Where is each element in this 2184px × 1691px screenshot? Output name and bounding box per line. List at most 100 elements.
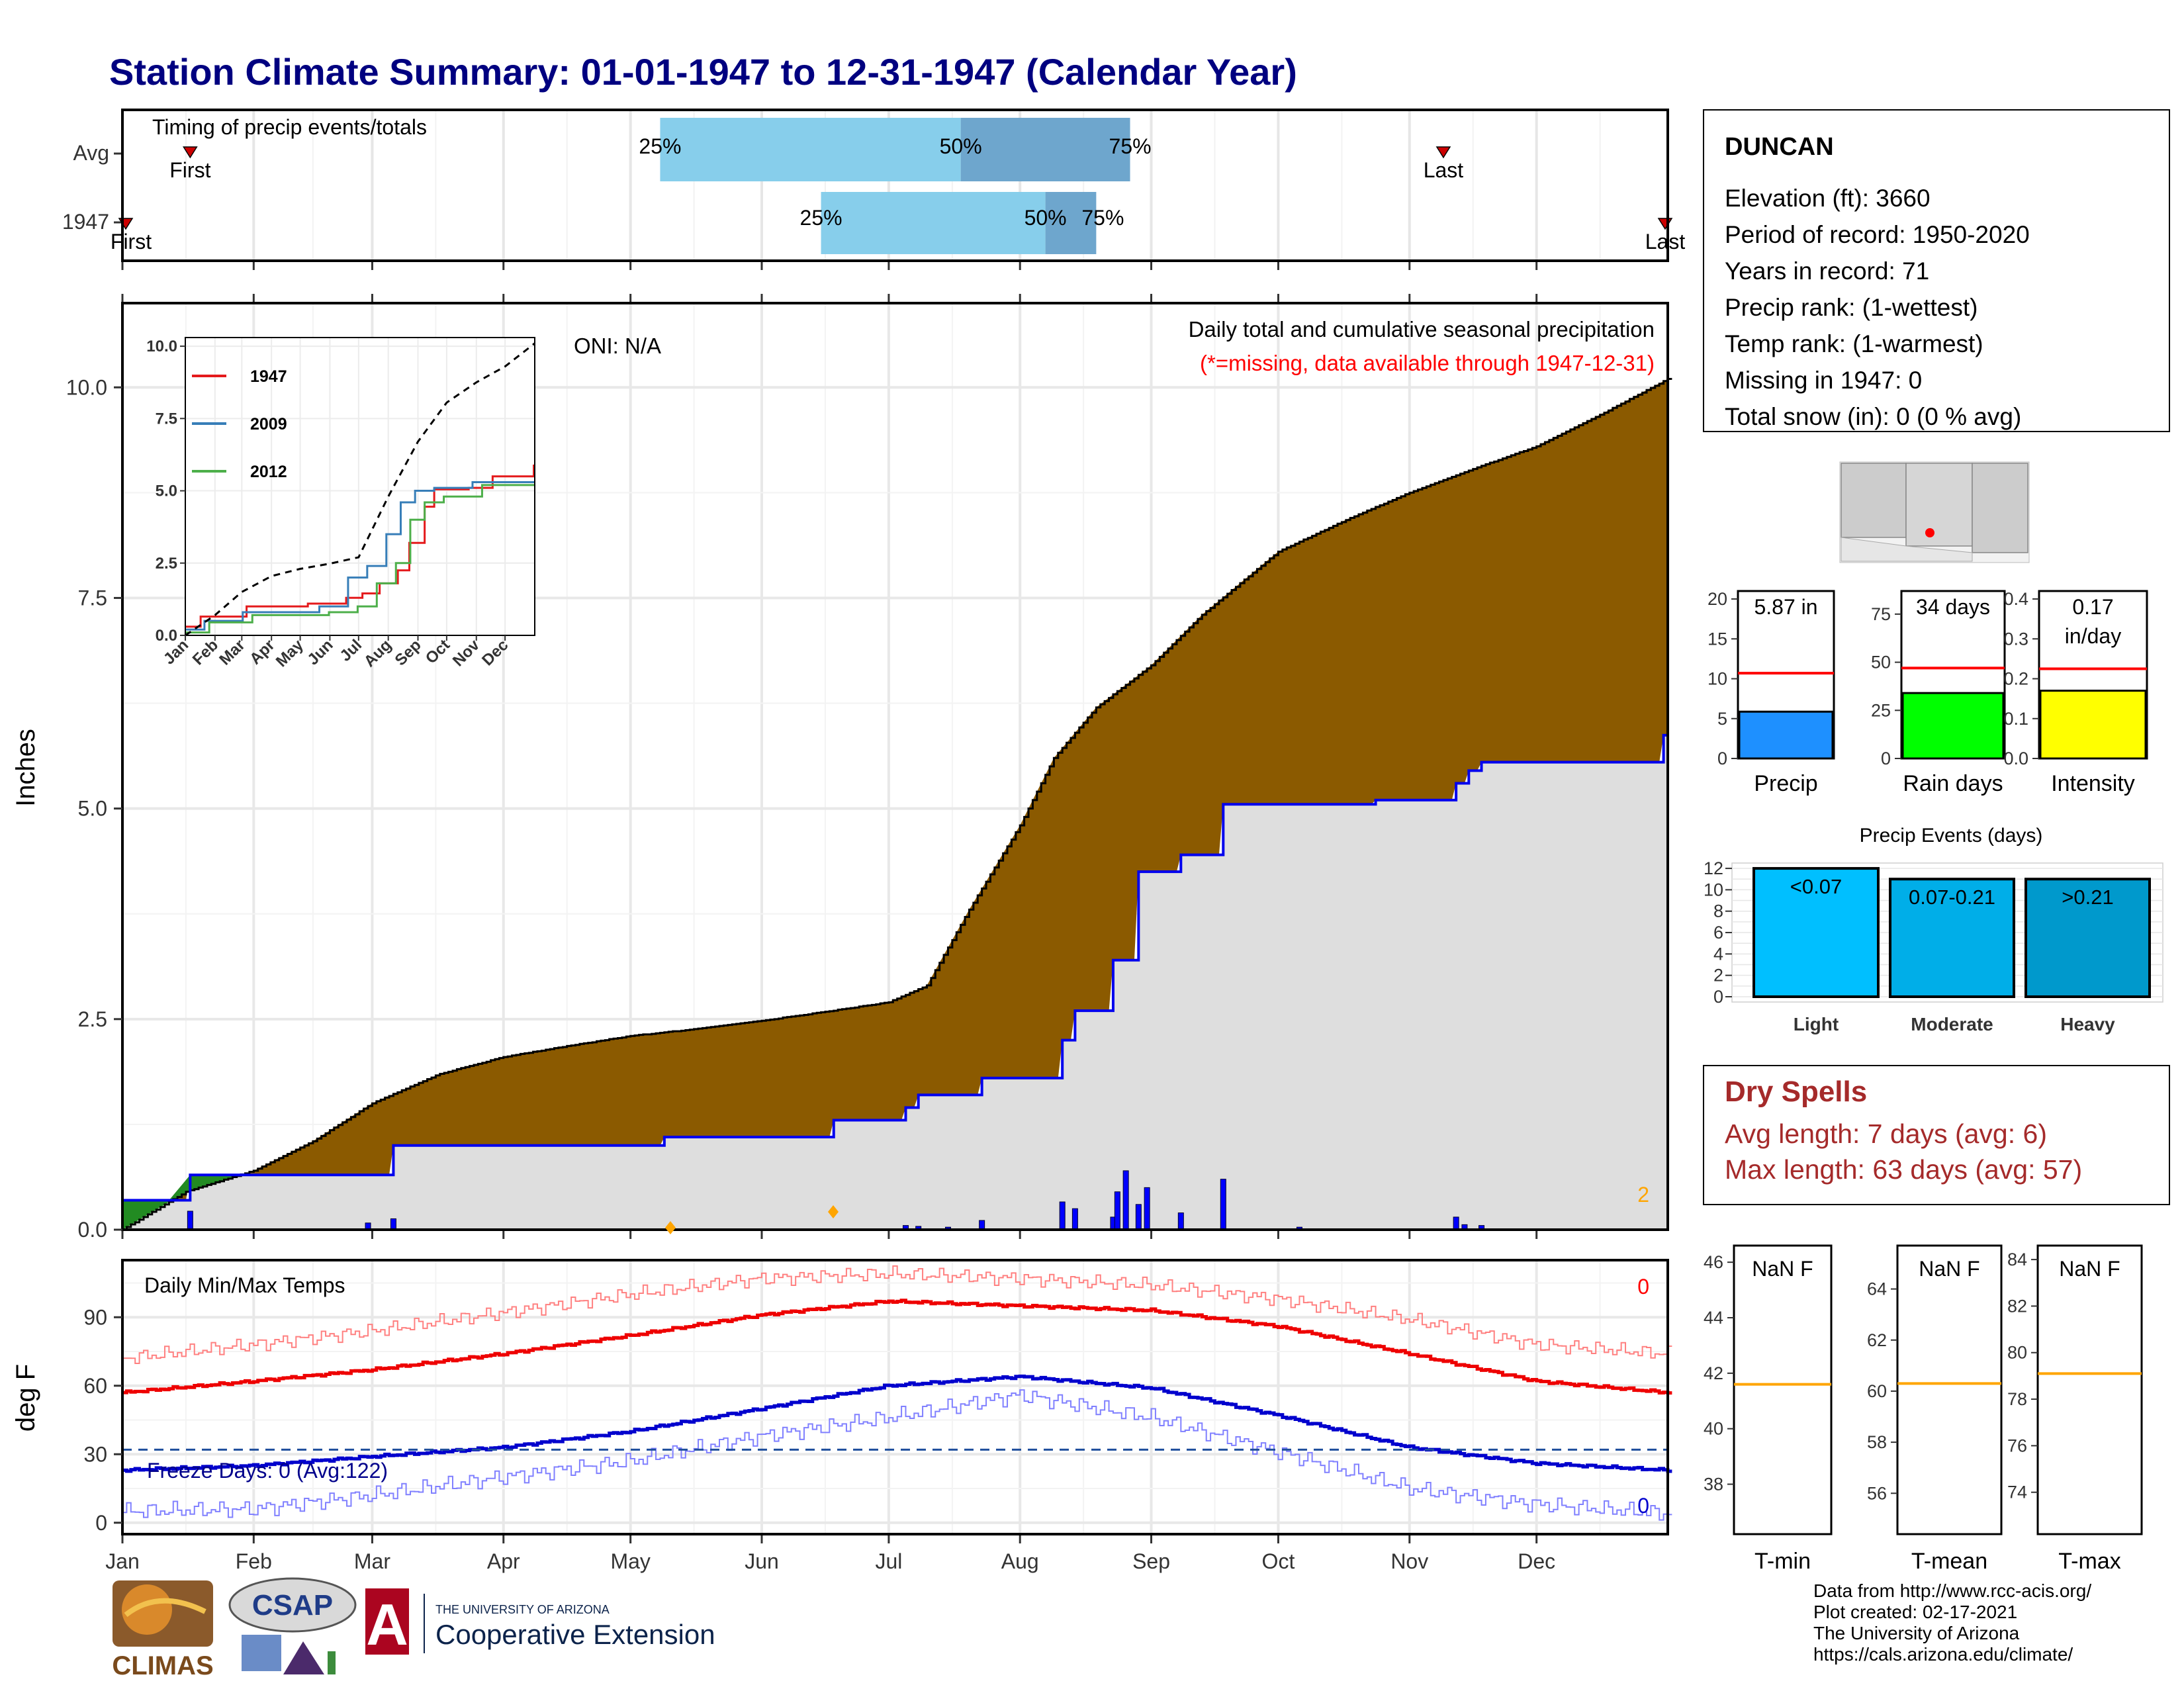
footer-credits: Data from http://www.rcc-acis.org/ Plot …: [1813, 1580, 2091, 1665]
temp-box-y-tick-label: 42: [1704, 1363, 1723, 1383]
month-label: Apr: [487, 1549, 520, 1573]
daily-precip-bar: [1071, 1208, 1078, 1230]
summary-y-tick-label: 50: [1871, 653, 1891, 672]
temp-panel-title: Daily Min/Max Temps: [144, 1273, 345, 1297]
timing-label-25: 25%: [639, 134, 681, 158]
daily-precip-bar: [187, 1211, 193, 1230]
summary-y-tick-label: 75: [1871, 604, 1891, 624]
month-label: Dec: [1518, 1549, 1555, 1573]
daily-precip-bar: [979, 1220, 985, 1230]
first-event-marker: [183, 146, 198, 159]
month-label: Jun: [745, 1549, 779, 1573]
location-map: [1839, 461, 2030, 563]
dry-spells-frame: [1703, 1065, 2170, 1205]
logo-graphics: CLIMAS CSAP A THE UNIVERSITY OF ARIZONA …: [112, 1577, 715, 1680]
csap-logo: CSAP: [228, 1577, 357, 1674]
month-label: Jan: [105, 1549, 140, 1573]
daily-precip-bar: [1144, 1187, 1150, 1230]
precip-events-bars: 0 2 4 6 8 10 12 <0.07 Light 0.07-0.21 Moderate >0.2…: [1704, 858, 2163, 1034]
precip-y-tick-label: 7.5: [78, 586, 107, 610]
summary-y-tick-label: 20: [1707, 589, 1727, 609]
events-y-tick-label: 4: [1713, 944, 1723, 964]
inset-y-tick-label: 5.0: [156, 482, 177, 500]
temp-series-record-min: [122, 1389, 1672, 1521]
precip-panel-frame: [121, 302, 1669, 1231]
station-detail-line: Period of record: 1950-2020: [1725, 221, 2030, 248]
precip-caption: Daily total and cumulative seasonal prec…: [1189, 317, 1655, 342]
annual-summary-bars: 5.87 in 0 5 10 15 20 Precip 34 days 0 25 50 75 Rain …: [1707, 589, 2148, 796]
csap-mountain: [283, 1641, 324, 1674]
inset-series: [185, 342, 535, 637]
temp-box-value: NaN F: [1752, 1257, 1813, 1281]
ua-small-text: THE UNIVERSITY OF ARIZONA: [435, 1603, 610, 1616]
temp-box-y-tick-label: 76: [2007, 1436, 2027, 1455]
precip-events-title: Precip Events (days): [1860, 825, 2043, 846]
events-bar-label: >0.21: [2062, 886, 2113, 909]
timing-label-50: 50%: [1024, 206, 1067, 230]
events-bar-label: <0.07: [1790, 875, 1842, 898]
month-label: Nov: [1390, 1549, 1428, 1573]
station-detail-line: Precip rank: (1-wettest): [1725, 294, 1978, 321]
timing-bar-q25-q50: [821, 192, 1046, 254]
station-detail-line: Temp rank: (1-warmest): [1725, 330, 1983, 357]
inset-y-tick-label: 2.5: [156, 555, 177, 572]
station-info-frame: [1703, 109, 2170, 432]
oni-label: ONI: N/A: [574, 334, 661, 358]
inset-legend-label: 2009: [250, 415, 287, 434]
station-location-marker: [1925, 528, 1934, 537]
temp-box-y-tick-label: 56: [1867, 1483, 1887, 1503]
inset-average-line: [185, 342, 535, 637]
temp-box-label: T-min: [1754, 1549, 1811, 1574]
summary-y-tick-label: 5: [1717, 709, 1727, 729]
events-y-tick-label: 2: [1713, 966, 1723, 985]
summary-bar-precip: [1738, 710, 1834, 760]
events-bar-light: [1752, 867, 1880, 998]
timing-bar-q50-q75: [1045, 192, 1097, 254]
csap-cactus: [328, 1651, 336, 1674]
footer-line: The University of Arizona: [1813, 1623, 2020, 1643]
temp-box-y-tick-label: 38: [1704, 1475, 1723, 1494]
events-y-tick-label: 0: [1713, 987, 1723, 1007]
timing-row-label-year: 1947: [62, 210, 109, 234]
temp-series: [122, 1265, 1672, 1521]
inset-y-tick-label: 7.5: [156, 410, 177, 428]
precip-y-axis: 0.0 2.5 5.0 7.5 10.0: [66, 375, 122, 1242]
temp-series-avg-min: [122, 1374, 1672, 1473]
daily-precip-bar: [1135, 1204, 1142, 1230]
footer-line: Plot created: 02-17-2021: [1813, 1602, 2018, 1622]
temp-box-label: T-mean: [1911, 1549, 1987, 1574]
dry-spells-avg: Avg length: 7 days (avg: 6): [1725, 1119, 2047, 1149]
inset-legend: 1947 2009 2012: [192, 367, 287, 481]
temp-box-0: [1733, 1244, 1833, 1535]
temperature-boxes: NaN F 38 40 42 44 46 T-min NaN F 56 58 60 62 64 T-mea…: [1704, 1244, 2143, 1574]
month-axis: Jan Feb Mar Apr May Jun Jul Aug Sep Oct Nov Dec: [105, 1549, 1555, 1573]
timing-label-50: 50%: [940, 134, 982, 158]
daily-precip-bar: [1122, 1170, 1129, 1230]
corner-count: 2: [1637, 1183, 1649, 1207]
precip-y-axis-label: Inches: [11, 729, 40, 807]
missing-marker: [828, 1205, 839, 1218]
min-count: 0: [1637, 1494, 1649, 1518]
inset-y-tick-label: 0.0: [156, 627, 177, 645]
daily-precip-bars: [187, 1170, 1485, 1230]
summary-y-tick-label: 25: [1871, 700, 1891, 720]
timing-title: Timing of precip events/totals: [152, 115, 427, 139]
temp-box-y-tick-label: 74: [2007, 1483, 2027, 1502]
temp-box-1: [1896, 1244, 2003, 1535]
summary-value-label: 5.87 in: [1754, 595, 1817, 619]
ua-block-a: [365, 1588, 409, 1655]
temp-box-y-tick-label: 58: [1867, 1432, 1887, 1452]
temp-y-tick-label: 90: [83, 1305, 107, 1329]
precip-y-tick-label: 2.5: [78, 1007, 107, 1031]
summary-y-tick-label: 0: [1881, 749, 1891, 768]
station-name: DUNCAN: [1725, 133, 1834, 161]
summary-y-tick-label: 0: [1717, 749, 1727, 768]
month-label: Mar: [354, 1549, 390, 1573]
daily-precip-bar: [1059, 1201, 1066, 1230]
month-label: Oct: [1262, 1549, 1295, 1573]
temp-box-y-tick-label: 80: [2007, 1343, 2027, 1363]
temp-y-tick-label: 0: [95, 1511, 107, 1535]
inset-series-2009: [185, 480, 535, 631]
station-details: Elevation (ft): 3660 Period of record: 19…: [1725, 185, 2030, 430]
